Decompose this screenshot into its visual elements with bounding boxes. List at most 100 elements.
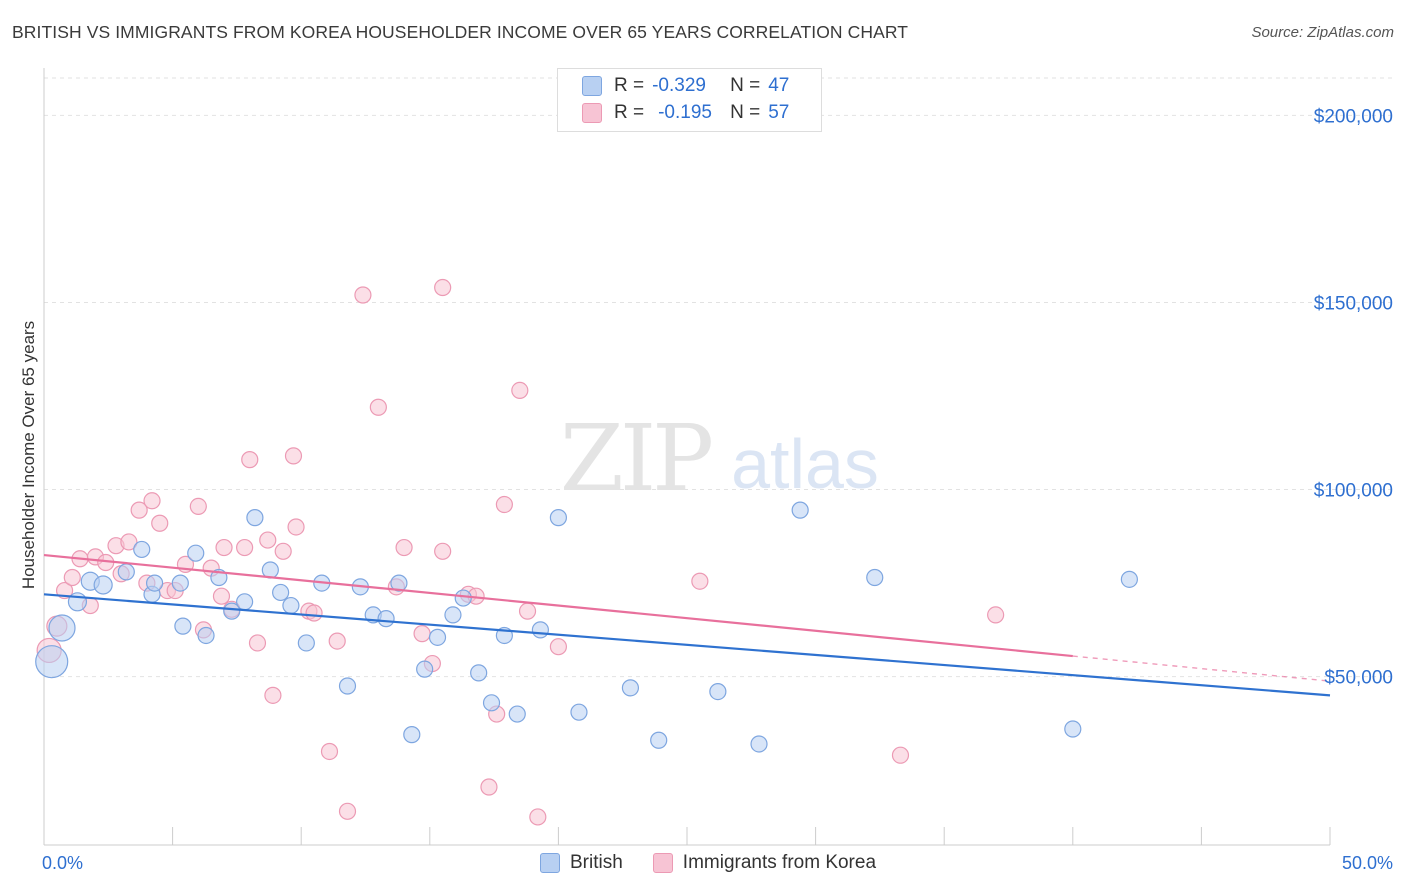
korea-point bbox=[259, 531, 277, 549]
korea-point bbox=[518, 602, 537, 620]
british-point bbox=[428, 628, 447, 646]
korea-point bbox=[511, 381, 529, 400]
british-point bbox=[390, 574, 408, 592]
british-point bbox=[482, 694, 501, 712]
korea-point bbox=[328, 632, 346, 650]
british-points bbox=[36, 278, 1005, 826]
korea-point bbox=[189, 497, 207, 515]
british-point bbox=[133, 540, 151, 559]
british-point bbox=[117, 563, 135, 581]
british-point bbox=[272, 583, 290, 602]
korea-point bbox=[549, 638, 568, 656]
british-trend-line bbox=[43, 593, 1331, 697]
legend-r-value: -0.195 bbox=[658, 102, 712, 123]
legend-row-korea: R = -0.195 N = 57 bbox=[582, 100, 789, 126]
british-point bbox=[93, 575, 113, 595]
british-point bbox=[171, 574, 189, 592]
legend-label-korea: Immigrants from Korea bbox=[682, 852, 877, 873]
korea-point bbox=[120, 533, 138, 551]
korea-point bbox=[495, 495, 513, 514]
korea-point bbox=[434, 278, 452, 297]
chart-title: BRITISH VS IMMIGRANTS FROM KOREA HOUSEHO… bbox=[12, 22, 909, 42]
korea-point bbox=[413, 625, 431, 643]
axes bbox=[43, 68, 1331, 846]
british-point bbox=[570, 703, 588, 721]
korea-point bbox=[338, 802, 357, 820]
korea-point bbox=[891, 746, 910, 764]
watermark-zip: ZIP bbox=[560, 405, 711, 512]
legend-r-label: R = bbox=[614, 102, 645, 123]
x-tick-label-max: 50.0% bbox=[1342, 853, 1393, 873]
british-point bbox=[750, 735, 768, 753]
korea-points bbox=[35, 501, 1138, 753]
korea-point bbox=[212, 587, 231, 605]
legend-n-value: 57 bbox=[768, 102, 790, 123]
british-point bbox=[174, 617, 192, 635]
trend-lines bbox=[43, 553, 1331, 697]
british-point bbox=[35, 645, 69, 679]
korea-point bbox=[143, 492, 161, 510]
british-point bbox=[650, 731, 668, 749]
british-point bbox=[416, 660, 434, 678]
british-point bbox=[470, 664, 488, 682]
legend-item-british[interactable]: British bbox=[540, 852, 623, 874]
korea-point bbox=[529, 808, 547, 826]
british-point bbox=[297, 634, 315, 652]
x-tick-labels: 0.0% 50.0% bbox=[42, 853, 1393, 873]
korea-trend-line bbox=[43, 553, 1073, 658]
british-point bbox=[621, 679, 640, 697]
x-tick-label-min: 0.0% bbox=[42, 853, 83, 873]
british-point bbox=[454, 589, 472, 607]
british-point bbox=[338, 677, 357, 695]
british-point bbox=[197, 626, 215, 645]
correlation-legend: R = -0.329 N = 47 R = -0.195 N = 57 bbox=[557, 68, 822, 132]
korea-point bbox=[287, 518, 305, 536]
legend-n-label: N = bbox=[730, 75, 761, 96]
british-point bbox=[48, 614, 76, 642]
y-tick-label: $50,000 bbox=[1324, 668, 1393, 689]
korea-point bbox=[284, 447, 303, 465]
korea-point bbox=[215, 538, 233, 557]
british-point bbox=[246, 509, 264, 527]
y-tick-label: $100,000 bbox=[1314, 481, 1393, 502]
korea-point bbox=[987, 606, 1005, 624]
y-axis-label: Householder Income Over 65 years bbox=[19, 321, 38, 589]
korea-point bbox=[395, 538, 413, 557]
korea-point bbox=[248, 634, 267, 652]
british-point bbox=[377, 610, 395, 628]
korea-point bbox=[63, 568, 81, 587]
series-legend: British Immigrants from Korea bbox=[540, 852, 906, 874]
korea-point bbox=[480, 778, 498, 796]
korea-point bbox=[130, 501, 148, 519]
british-point bbox=[531, 621, 549, 639]
british-point bbox=[223, 602, 241, 620]
legend-n-value: 47 bbox=[768, 75, 790, 96]
korea-trend-extension bbox=[1072, 655, 1331, 682]
british-point bbox=[444, 606, 462, 624]
chart-source: Source: ZipAtlas.com bbox=[1251, 24, 1394, 41]
korea-point bbox=[305, 604, 323, 622]
british-point bbox=[709, 682, 727, 701]
british-point bbox=[187, 544, 205, 562]
watermark-atlas: atlas bbox=[731, 425, 879, 503]
korea-point bbox=[236, 538, 254, 557]
legend-label-british: British bbox=[570, 852, 623, 873]
british-point bbox=[508, 705, 526, 723]
korea-point bbox=[354, 286, 372, 304]
british-point bbox=[866, 568, 884, 587]
british-point bbox=[1064, 720, 1082, 738]
british-point bbox=[1120, 570, 1138, 588]
korea-point bbox=[691, 572, 709, 590]
korea-point bbox=[264, 686, 282, 704]
korea-point bbox=[320, 742, 339, 761]
korea-swatch bbox=[582, 103, 602, 123]
legend-row-british: R = -0.329 N = 47 bbox=[582, 73, 789, 99]
korea-point bbox=[369, 398, 387, 416]
legend-n-label: N = bbox=[730, 102, 761, 123]
british-point bbox=[282, 596, 300, 615]
british-point bbox=[549, 509, 568, 527]
british-point bbox=[261, 561, 279, 579]
legend-item-korea[interactable]: Immigrants from Korea bbox=[652, 852, 877, 874]
british-swatch bbox=[582, 76, 602, 96]
